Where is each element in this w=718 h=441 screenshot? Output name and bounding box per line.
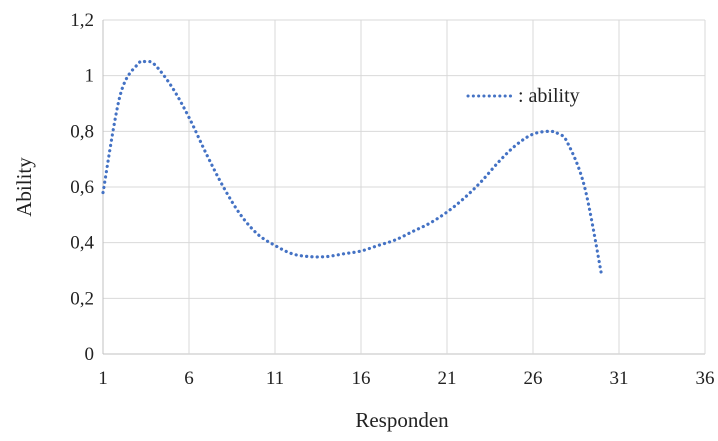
y-tick-label: 0,6: [70, 177, 94, 198]
series-line-ability: [101, 59, 604, 278]
x-tick-label: 16: [352, 368, 371, 389]
y-tick-label: 1: [85, 66, 95, 87]
y-tick-label: 0,2: [70, 288, 94, 309]
x-tick-label: 26: [524, 368, 543, 389]
x-axis-title: Responden: [355, 408, 449, 432]
x-tick-label: 6: [184, 368, 194, 389]
y-tick-label: 0,8: [70, 121, 94, 142]
y-tick-label: 1,2: [70, 10, 94, 31]
legend: : ability: [466, 85, 580, 107]
tick-labels: 00,20,40,60,811,21 6 11 16 21 26 31 36: [70, 10, 714, 389]
x-tick-label: 21: [438, 368, 457, 389]
x-tick-label: 31: [610, 368, 629, 389]
y-axis-title: Ability: [12, 157, 36, 217]
y-tick-label: 0,4: [70, 233, 94, 254]
x-tick-label: 1: [98, 368, 108, 389]
legend-label-ability: : ability: [518, 85, 580, 107]
series-layer: [101, 59, 604, 278]
x-tick-label: 11: [266, 368, 284, 389]
x-tick-label: 36: [696, 368, 715, 389]
grid: [102, 19, 706, 355]
y-tick-label: 0: [85, 344, 95, 365]
